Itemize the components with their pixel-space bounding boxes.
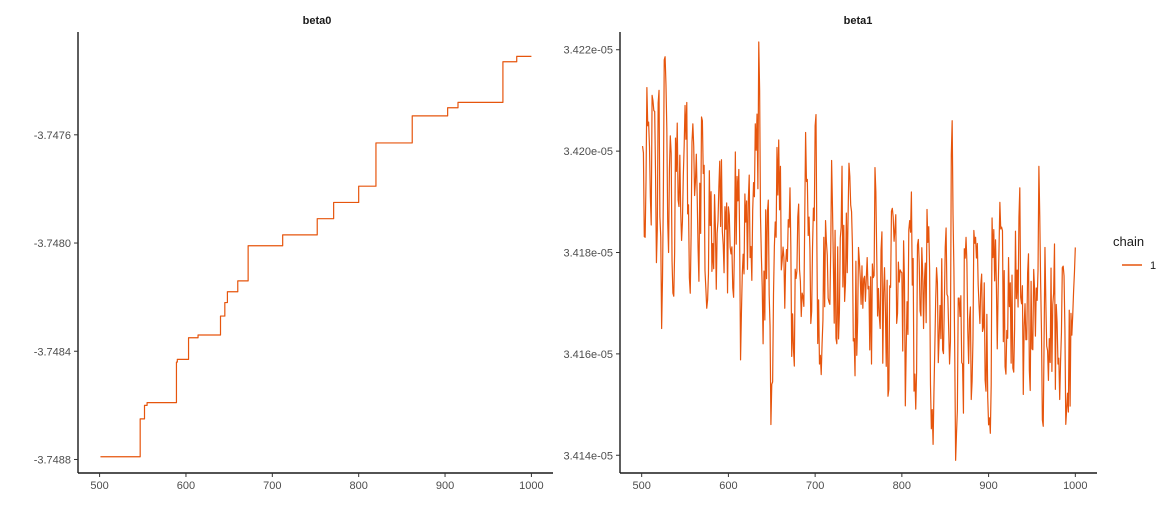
x-tick-label: 700 (263, 480, 281, 492)
legend-title: chain (1113, 234, 1144, 249)
x-tick-label: 800 (350, 480, 368, 492)
y-tick-label: 3.414e-05 (563, 450, 613, 462)
y-tick-label: 3.422e-05 (563, 45, 613, 57)
x-tick-label: 600 (177, 480, 195, 492)
panel-beta1: beta1 500 600 700 800 900 1000 3.422e-05 3.420e-… (563, 15, 1097, 492)
x-tick-label: 700 (806, 480, 824, 492)
y-tick-label: 3.418e-05 (563, 248, 613, 260)
facet-title: beta0 (303, 15, 332, 27)
x-tick-label: 1000 (1063, 480, 1087, 492)
y-tick-label: -3.7488 (34, 454, 71, 466)
x-tick-label: 1000 (519, 480, 543, 492)
y-tick-label: 3.420e-05 (563, 146, 613, 158)
y-tick-label: -3.7476 (34, 130, 71, 142)
facet-title: beta1 (844, 15, 873, 27)
x-tick-label: 800 (893, 480, 911, 492)
y-tick-label: -3.7484 (34, 346, 71, 358)
legend-entry-label: 1 (1150, 260, 1156, 272)
series-line-chain-1 (100, 55, 532, 458)
x-tick-label: 500 (90, 480, 108, 492)
x-tick-label: 900 (979, 480, 997, 492)
x-tick-label: 500 (633, 480, 651, 492)
legend: chain 1 (1113, 234, 1156, 272)
panel-beta0: beta0 500 600 700 800 900 1000 -3.7476 -3.7480 -3… (34, 15, 553, 492)
y-tick-label: 3.416e-05 (563, 349, 613, 361)
x-tick-label: 900 (436, 480, 454, 492)
x-tick-label: 600 (719, 480, 737, 492)
y-tick-label: -3.7480 (34, 238, 71, 250)
series-line-chain-1 (641, 41, 1076, 461)
